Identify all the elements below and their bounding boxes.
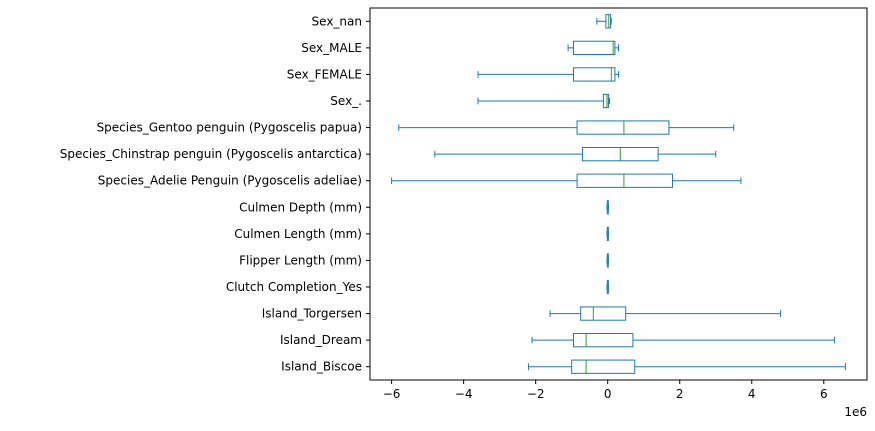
box-group [606, 279, 609, 295]
iqr-box [576, 173, 674, 188]
iqr-box [572, 67, 616, 82]
box-group [477, 67, 619, 82]
y-tick-label: Island_Dream [280, 333, 362, 347]
box-group [391, 173, 742, 188]
y-tick-label: Species_Gentoo penguin (Pygoscelis papua… [97, 121, 362, 135]
box-group [567, 40, 619, 56]
box-group [531, 333, 836, 348]
y-tick-label: Culmen Length (mm) [234, 227, 362, 241]
y-tick-label: Island_Biscoe [281, 360, 362, 374]
box-group [549, 306, 782, 321]
iqr-box [580, 306, 627, 321]
y-tick-label: Species_Chinstrap penguin (Pygoscelis an… [60, 147, 362, 161]
x-tick-label: 4 [748, 387, 756, 401]
box-group [606, 253, 609, 268]
box-group [606, 200, 609, 215]
x-tick-label: −2 [527, 387, 545, 401]
iqr-box [572, 40, 616, 56]
x-tick-label: 0 [604, 387, 612, 401]
plot-area: −6 −4 −2 0 2 4 6 1e6 Sex_nan Sex_MALE Sex_FEMALE Se… [60, 7, 868, 419]
y-tick-label: Sex_FEMALE [287, 67, 362, 81]
box-group [477, 93, 610, 109]
y-tick-label: Sex_. [330, 94, 362, 108]
iqr-box [602, 93, 609, 109]
box-group [596, 14, 612, 29]
y-tick-label: Sex_MALE [301, 41, 362, 55]
x-tick-label: 6 [820, 387, 828, 401]
x-tick-label: 2 [676, 387, 684, 401]
box-group [606, 226, 609, 241]
iqr-box [572, 333, 634, 348]
box-group [527, 359, 846, 374]
iqr-box [571, 359, 636, 374]
iqr-box [576, 120, 670, 135]
y-tick-label: Sex_nan [312, 14, 362, 28]
y-tick-label: Island_Torgersen [262, 307, 362, 321]
y-tick-label: Culmen Depth (mm) [239, 200, 362, 214]
iqr-box [605, 14, 612, 29]
x-tick-label: −6 [383, 387, 401, 401]
y-tick-label: Species_Adelie Penguin (Pygoscelis adeli… [98, 174, 362, 188]
y-tick-label: Clutch Completion_Yes [226, 280, 362, 294]
box-group [434, 147, 717, 162]
x-tick-label: −4 [455, 387, 473, 401]
axes-frame [369, 7, 868, 381]
x-offset-label: 1e6 [844, 405, 867, 419]
box-group [398, 120, 735, 135]
y-tick-label: Flipper Length (mm) [239, 253, 362, 267]
